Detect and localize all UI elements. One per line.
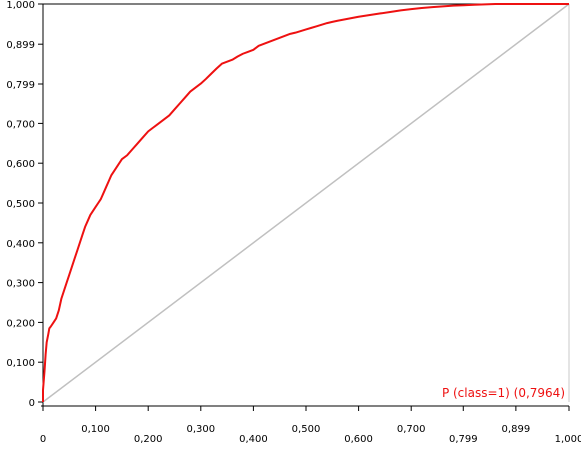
y-tick-label: 0,600 bbox=[6, 159, 35, 170]
y-tick-label: 0,300 bbox=[6, 279, 35, 290]
roc-curve-line bbox=[42, 3, 569, 402]
x-tick-label: 1,000 bbox=[555, 434, 581, 445]
axes-layer: 0 0,100 0,200 0,300 0,400 0,500 0,600 0,700 0,79… bbox=[6, 0, 581, 445]
x-tick-label: 0,300 bbox=[186, 424, 215, 435]
y-tick-label: 0,400 bbox=[6, 239, 35, 250]
x-tick-label: 0 bbox=[40, 434, 46, 445]
x-tick-label: 0,400 bbox=[239, 434, 268, 445]
series-label: P (class=1) (0,7964) bbox=[442, 386, 565, 400]
diagonal-layer bbox=[42, 3, 570, 403]
y-tick-label: 1,000 bbox=[6, 0, 35, 11]
y-tick-label: 0,500 bbox=[6, 199, 35, 210]
x-tick-label: 0,100 bbox=[81, 424, 110, 435]
label-layer: P (class=1) (0,7964) bbox=[442, 386, 565, 400]
x-tick-label: 0,200 bbox=[134, 434, 163, 445]
x-tick-label: 0,700 bbox=[397, 424, 426, 435]
x-tick-label: 0,799 bbox=[449, 434, 478, 445]
y-tick-label: 0 bbox=[29, 398, 35, 409]
series-layer bbox=[42, 3, 569, 402]
y-tick-label: 0,200 bbox=[6, 318, 35, 329]
x-tick-label: 0,500 bbox=[292, 424, 321, 435]
x-tick-label: 0,899 bbox=[502, 424, 531, 435]
y-tick-label: 0,700 bbox=[6, 119, 35, 130]
y-tick-label: 0,899 bbox=[6, 40, 35, 51]
y-tick-label: 0,799 bbox=[6, 80, 35, 91]
diagonal-reference-line bbox=[42, 3, 570, 403]
x-tick-label: 0,600 bbox=[344, 434, 373, 445]
y-tick-label: 0,100 bbox=[6, 358, 35, 369]
